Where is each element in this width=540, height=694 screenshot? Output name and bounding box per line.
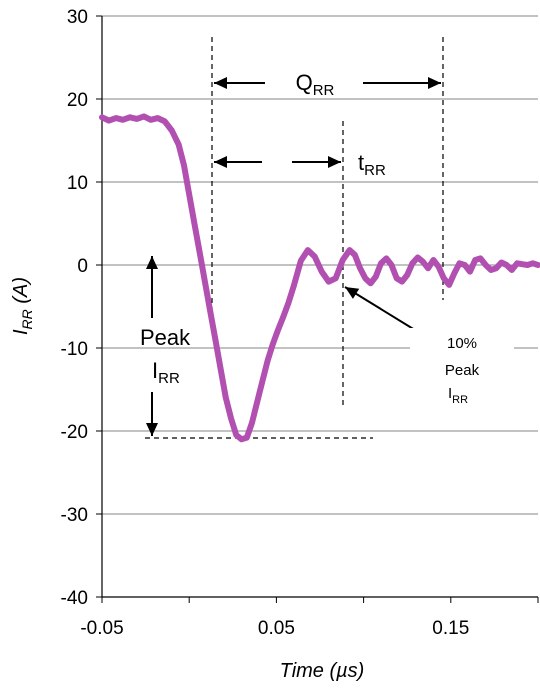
callout-line1: 10% bbox=[447, 335, 477, 352]
y-axis-title: IRR (A) bbox=[10, 277, 35, 335]
axes: 30 20 10 0 -10 -20 -30 -40 -0.05 0.05 0.15 bbox=[61, 7, 539, 639]
x-tick-label: -0.05 bbox=[80, 618, 123, 639]
peak-label-line2-sub: RR bbox=[158, 370, 180, 387]
callout-box bbox=[410, 328, 514, 414]
qrr-label-sub: RR bbox=[313, 82, 335, 99]
annotation-lines bbox=[145, 37, 514, 439]
series-layer bbox=[99, 113, 540, 443]
series-line bbox=[99, 113, 540, 443]
grid-lines bbox=[102, 15, 538, 515]
callout-arrow-head bbox=[345, 287, 360, 299]
y-tick-label: 0 bbox=[77, 256, 88, 277]
qrr-arrow-right-head bbox=[428, 77, 441, 89]
peak-arrow-down-head bbox=[146, 423, 158, 436]
y-tick-label: 20 bbox=[67, 90, 88, 111]
x-tick-label: 0.15 bbox=[432, 618, 469, 639]
qrr-arrow-left-head bbox=[214, 77, 227, 89]
y-tick-label: -40 bbox=[61, 588, 88, 609]
y-tick-label: 30 bbox=[67, 7, 88, 28]
callout-line3-sub: RR bbox=[452, 394, 468, 406]
peak-label-line1: Peak bbox=[140, 325, 191, 350]
trr-arrow-left-head bbox=[214, 156, 227, 168]
trr-label-sub: RR bbox=[364, 162, 386, 179]
callout-line2: Peak bbox=[445, 362, 480, 379]
trr-label: tRR bbox=[358, 150, 386, 179]
y-axis-title-main: I bbox=[10, 329, 32, 335]
y-axis-title-suffix: (A) bbox=[10, 277, 32, 309]
y-tick-label: -20 bbox=[61, 422, 88, 443]
qrr-label: QRR bbox=[296, 70, 335, 99]
qrr-arrow-right bbox=[363, 77, 441, 89]
peak-arrow-up bbox=[146, 256, 158, 318]
y-axis-title-sub: RR bbox=[19, 309, 35, 329]
y-tick-label: -10 bbox=[61, 339, 88, 360]
x-axis-title: Time (µs) bbox=[280, 660, 365, 682]
qrr-label-main: Q bbox=[296, 70, 313, 95]
peak-label-line2-main: I bbox=[152, 358, 158, 383]
peak-label-line2: IRR bbox=[152, 358, 180, 387]
qrr-arrow-left bbox=[214, 77, 265, 89]
trr-label-main: t bbox=[358, 150, 364, 175]
x-tick-label: 0.05 bbox=[258, 618, 295, 639]
peak-arrow-up-head bbox=[146, 256, 158, 269]
y-tick-label: -30 bbox=[61, 505, 88, 526]
y-tick-label: 10 bbox=[67, 173, 88, 194]
trr-arrow-right bbox=[292, 156, 341, 168]
trr-arrow-right-head bbox=[328, 156, 341, 168]
trr-arrow-left bbox=[214, 156, 262, 168]
callout-line3: IRR bbox=[448, 385, 468, 406]
peak-arrow-down bbox=[146, 392, 158, 436]
callout-line3-main: I bbox=[448, 385, 452, 402]
